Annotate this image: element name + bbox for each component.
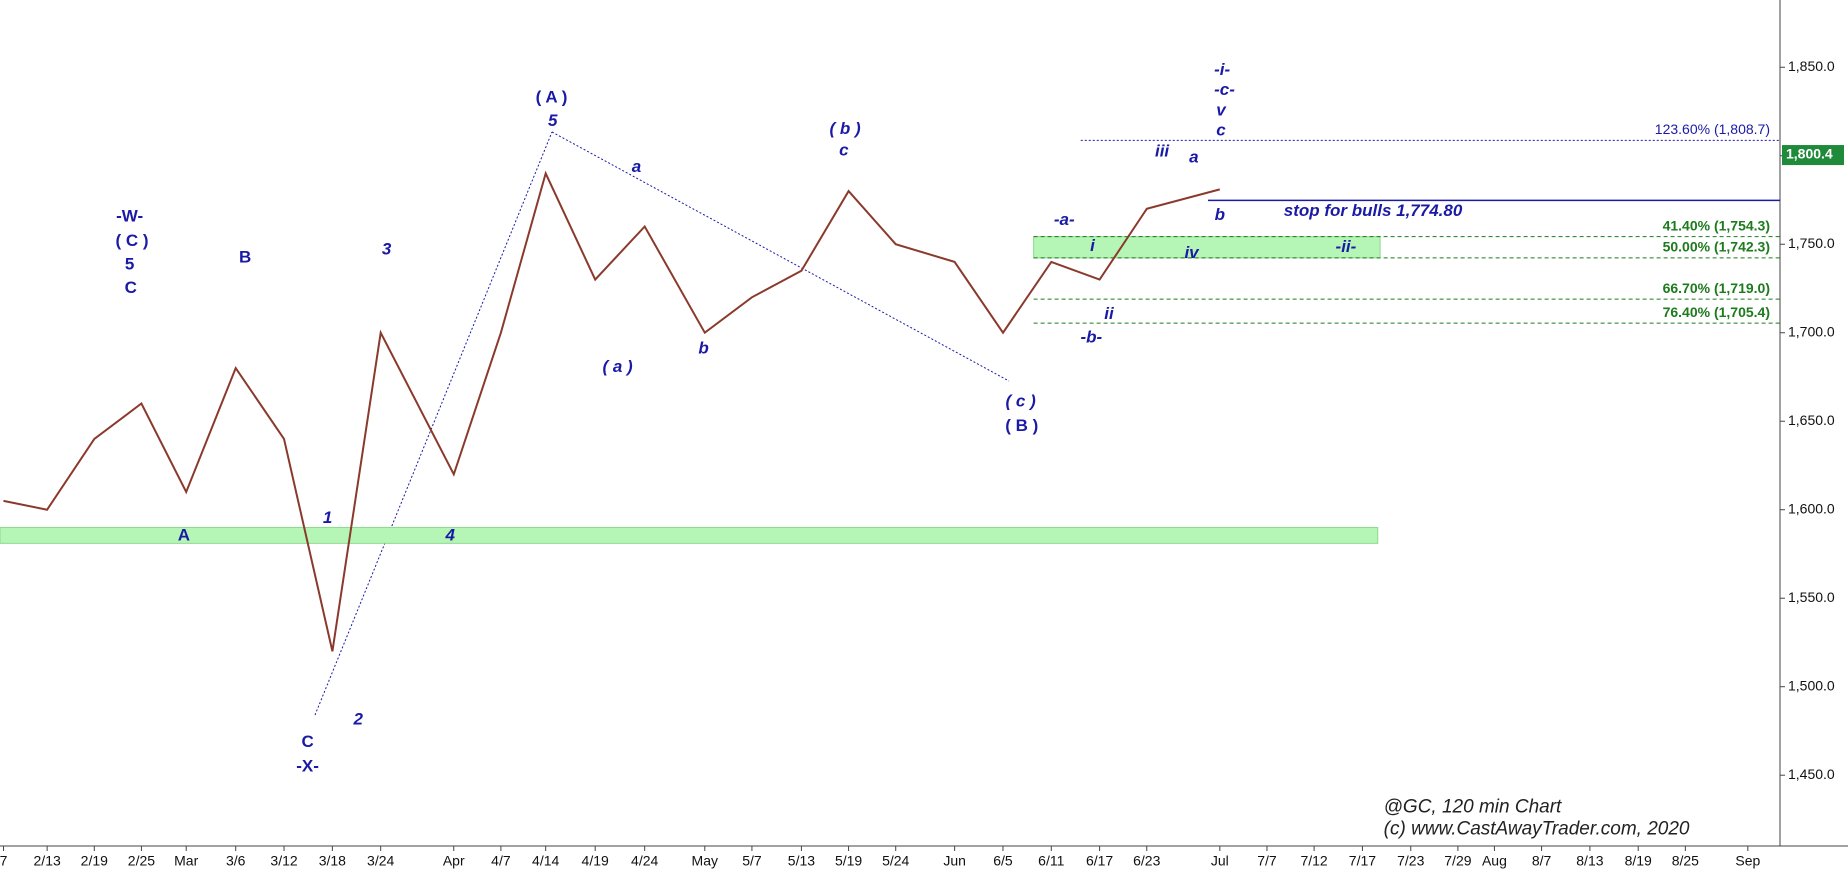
x-tick-label: 4/24 xyxy=(631,853,658,869)
wave-label: 2 xyxy=(353,710,364,729)
stop-label: stop for bulls 1,774.80 xyxy=(1284,201,1463,220)
wave-label: -W- xyxy=(116,206,143,225)
x-tick-label: 5/19 xyxy=(835,853,862,869)
wave-label: B xyxy=(239,248,251,267)
x-tick-label: 3/18 xyxy=(319,853,346,869)
last-price-label: 1,800.4 xyxy=(1786,146,1833,162)
x-tick-label: 2/25 xyxy=(128,853,155,869)
support-zone xyxy=(0,526,1379,544)
wave-label: a xyxy=(1189,147,1198,166)
wave-label: a xyxy=(632,157,641,176)
fib-label: 50.00% (1,742.3) xyxy=(1663,239,1770,255)
x-tick-label: Jun xyxy=(943,853,966,869)
wave-label: iii xyxy=(1155,142,1170,161)
wave-label: b xyxy=(1215,205,1225,224)
y-tick-label: 1,500.0 xyxy=(1788,677,1835,693)
wave-label: c xyxy=(839,140,849,159)
x-tick-label: 8/7 xyxy=(1532,853,1552,869)
last-price-box xyxy=(1782,145,1844,166)
y-tick-label: 1,550.0 xyxy=(1788,589,1835,605)
wave-label: -a- xyxy=(1054,210,1075,229)
x-tick-label: 7/29 xyxy=(1444,853,1471,869)
wave-label: -X- xyxy=(296,757,319,776)
x-tick-label: 8/13 xyxy=(1576,853,1603,869)
x-tick-label: 6/17 xyxy=(1086,853,1113,869)
fib-label: 123.60% (1,808.7) xyxy=(1655,121,1770,137)
y-tick-label: 1,850.0 xyxy=(1788,58,1835,74)
x-tick-label: 3/24 xyxy=(367,853,394,869)
wave-label: -b- xyxy=(1080,328,1102,347)
price-line xyxy=(3,170,1221,652)
wave-label: ( a ) xyxy=(602,357,633,376)
wave-label: b xyxy=(698,338,708,357)
wave-label: ( c ) xyxy=(1006,391,1037,410)
wave-label: ( C ) xyxy=(115,231,148,250)
trend-line xyxy=(314,131,553,716)
wave-label: 3 xyxy=(382,239,392,258)
x-tick-label: 6/23 xyxy=(1133,853,1160,869)
y-tick-label: 1,600.0 xyxy=(1788,500,1835,516)
wave-label: 4 xyxy=(444,526,455,545)
x-tick-label: 7/23 xyxy=(1397,853,1424,869)
wave-label: A xyxy=(178,526,190,545)
support-zone xyxy=(1033,236,1381,259)
x-tick-label: 7 xyxy=(0,853,8,869)
wave-label: C xyxy=(125,278,137,297)
wave-label: ii xyxy=(1104,304,1115,323)
fib-label: 41.40% (1,754.3) xyxy=(1663,217,1770,233)
wave-label: 5 xyxy=(125,255,134,274)
x-tick-label: 5/13 xyxy=(788,853,815,869)
wave-label: ( B ) xyxy=(1005,416,1038,435)
watermark: (c) www.CastAwayTrader.com, 2020 xyxy=(1384,819,1690,840)
x-tick-label: 6/5 xyxy=(993,853,1013,869)
wave-label: 5 xyxy=(548,111,558,130)
wave-label: -c- xyxy=(1214,80,1235,99)
x-tick-label: Jul xyxy=(1211,853,1229,869)
x-tick-label: May xyxy=(692,853,718,869)
x-tick-label: 8/25 xyxy=(1672,853,1699,869)
x-tick-label: Sep xyxy=(1735,853,1760,869)
trend-line xyxy=(551,131,1010,382)
y-tick-label: 1,700.0 xyxy=(1788,323,1835,339)
wave-label: -ii- xyxy=(1336,237,1357,256)
fib-label: 76.40% (1,705.4) xyxy=(1663,304,1770,320)
x-tick-label: 4/19 xyxy=(582,853,609,869)
watermark: @GC, 120 min Chart xyxy=(1384,796,1562,817)
x-tick-label: Aug xyxy=(1482,853,1507,869)
wave-label: i xyxy=(1090,236,1096,255)
y-tick-label: 1,750.0 xyxy=(1788,235,1835,251)
x-tick-label: Apr xyxy=(443,853,465,869)
x-tick-label: 3/12 xyxy=(270,853,297,869)
wave-label: -i- xyxy=(1214,60,1230,79)
wave-label: ( A ) xyxy=(536,87,568,106)
x-tick-label: 2/19 xyxy=(81,853,108,869)
x-tick-label: 2/13 xyxy=(34,853,61,869)
wave-label: C xyxy=(301,732,313,751)
x-tick-label: 6/11 xyxy=(1038,853,1064,869)
y-tick-label: 1,650.0 xyxy=(1788,412,1835,428)
x-tick-label: 4/7 xyxy=(491,853,511,869)
x-tick-label: 7/12 xyxy=(1300,853,1327,869)
y-tick-label: 1,450.0 xyxy=(1788,766,1835,782)
wave-label: ( b ) xyxy=(829,119,860,138)
wave-label: v xyxy=(1216,100,1227,119)
fib-label: 66.70% (1,719.0) xyxy=(1663,280,1770,296)
x-tick-label: Mar xyxy=(174,853,198,869)
x-tick-label: 4/14 xyxy=(532,853,559,869)
x-tick-label: 5/7 xyxy=(742,853,762,869)
wave-label: c xyxy=(1216,120,1226,139)
x-tick-label: 5/24 xyxy=(882,853,909,869)
x-tick-label: 7/17 xyxy=(1349,853,1376,869)
wave-label: iv xyxy=(1184,243,1200,262)
wave-label: 1 xyxy=(323,508,332,527)
x-tick-label: 3/6 xyxy=(226,853,246,869)
x-tick-label: 8/19 xyxy=(1625,853,1652,869)
x-tick-label: 7/7 xyxy=(1257,853,1277,869)
